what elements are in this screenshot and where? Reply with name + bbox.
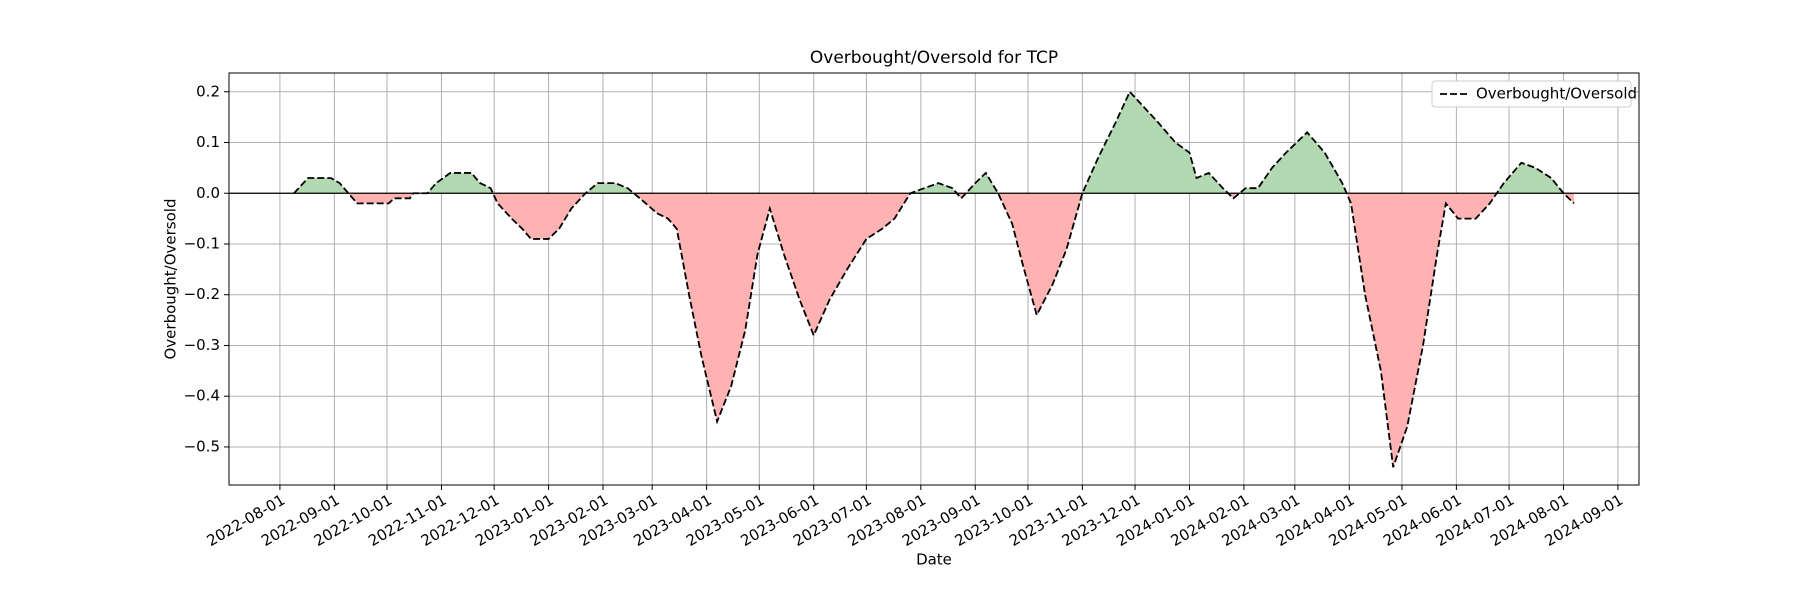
y-tick-label: 0.0 [196, 184, 220, 202]
y-tick-label: 0.1 [196, 133, 220, 151]
y-tick-label: 0.2 [196, 82, 220, 100]
y-axis-label: Overbought/Oversold [162, 198, 180, 359]
legend-label: Overbought/Oversold [1476, 85, 1637, 103]
plot-frame [228, 72, 1640, 486]
legend-box [1431, 80, 1632, 108]
y-tick-label: −0.1 [184, 234, 220, 252]
line [293, 90, 1575, 468]
x-axis-label: Date [916, 551, 952, 569]
chart-title: Overbought/Oversold for TCP [810, 48, 1058, 68]
y-tick-label: −0.5 [184, 437, 220, 455]
y-tick-label: −0.2 [184, 285, 220, 303]
y-tick-label: −0.4 [184, 387, 220, 405]
y-tick-label: −0.3 [184, 336, 220, 354]
